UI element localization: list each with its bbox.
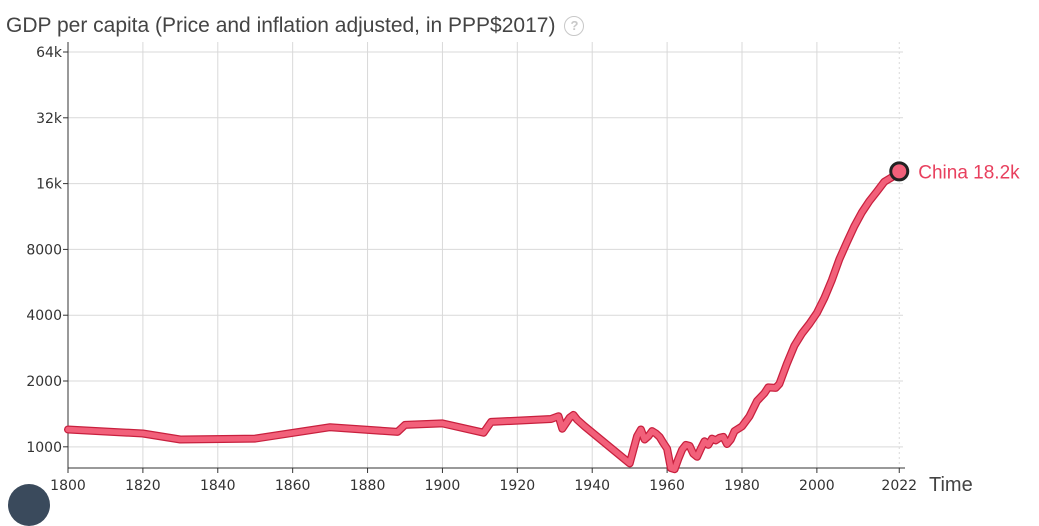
x-tick-label: 1900 (425, 478, 461, 494)
series-end-label: China 18.2k (918, 162, 1020, 183)
series-line-china (65, 168, 903, 472)
x-tick-label: 1800 (50, 478, 86, 494)
x-tick-label: 2022 (881, 478, 917, 494)
y-tick-label: 16k (36, 177, 63, 193)
y-tick-label: 4000 (26, 308, 62, 324)
axes-layer (63, 42, 905, 473)
y-tick-label: 2000 (26, 374, 62, 390)
x-tick-label: 1860 (275, 478, 311, 494)
x-tick-label: 1920 (500, 478, 536, 494)
x-tick-label: 1820 (125, 478, 161, 494)
x-tick-label: 1980 (724, 478, 760, 494)
x-tick-label: 1880 (350, 478, 386, 494)
label-layer: 1000 2000 4000 8000 16k 32k 64k 1800 1820 1840 186… (26, 45, 1020, 495)
grid-layer (67, 42, 903, 468)
x-tick-label: 1940 (574, 478, 610, 494)
x-tick-label: 2000 (799, 478, 835, 494)
chart-title-text: GDP per capita (Price and inflation adju… (6, 14, 556, 37)
y-tick-label: 64k (36, 45, 63, 61)
x-tick-label: 1960 (649, 478, 685, 494)
y-tick-label: 8000 (26, 242, 62, 258)
y-tick-label: 32k (36, 111, 63, 127)
avatar[interactable] (8, 484, 50, 526)
series-layer (64, 161, 910, 474)
y-tick-label: 1000 (26, 440, 62, 456)
x-tick-label: 1840 (200, 478, 236, 494)
series-end-point (889, 161, 910, 182)
series-line-outline (64, 167, 904, 474)
question-circle-icon[interactable]: ? (564, 16, 585, 36)
line-chart: 1000 2000 4000 8000 16k 32k 64k 1800 1820 1840 186… (26, 42, 1020, 495)
x-axis-title: Time (929, 474, 973, 495)
chart-title: GDP per capita (Price and inflation adju… (6, 14, 585, 38)
